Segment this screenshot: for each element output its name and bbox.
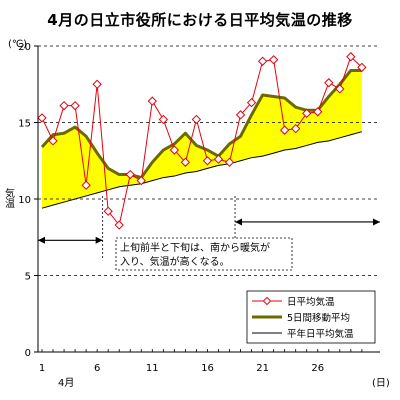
daily-marker-29 bbox=[346, 52, 356, 62]
daily-marker-4 bbox=[70, 101, 80, 111]
daily-marker-10 bbox=[136, 175, 146, 186]
x-tick-label-11: 11 bbox=[146, 363, 159, 374]
normal-line bbox=[41, 131, 363, 209]
daily-marker-9 bbox=[125, 169, 135, 180]
x-tick-label-6: 6 bbox=[94, 363, 100, 374]
legend: 日平均気温 5日間移動平均 平年日平均気温 bbox=[246, 290, 376, 344]
normal-temperature-line bbox=[41, 131, 363, 209]
daily-marker-14 bbox=[180, 157, 191, 167]
y-unit-label: (℃) bbox=[8, 39, 27, 50]
daily-marker-20 bbox=[246, 97, 257, 108]
y-tick-label-0: 0 bbox=[25, 348, 31, 359]
x-tick-label-1: 1 bbox=[39, 363, 45, 374]
early-period-arrow-head-right bbox=[95, 236, 103, 244]
daily-marker-28 bbox=[335, 84, 345, 94]
gridlines bbox=[38, 45, 380, 276]
daily-marker-2 bbox=[48, 136, 58, 146]
daily-marker-25 bbox=[302, 108, 312, 118]
daily-marker-19 bbox=[235, 110, 246, 120]
daily-marker-6 bbox=[92, 79, 102, 89]
late-period-arrow-head-left bbox=[235, 218, 243, 226]
moving-average-line bbox=[40, 68, 362, 180]
daily-marker-5 bbox=[81, 180, 91, 190]
daily-marker-23 bbox=[279, 125, 290, 135]
daily-marker-7 bbox=[103, 206, 113, 216]
daily-marker-17 bbox=[213, 154, 224, 164]
x-tick-label-16: 16 bbox=[201, 363, 214, 374]
above-normal-fill bbox=[42, 70, 362, 209]
x-month-label: 4月 bbox=[58, 377, 74, 389]
daily-marker-13 bbox=[169, 145, 180, 155]
early-period-arrow-head-left bbox=[38, 236, 45, 244]
x-tick-label-26: 26 bbox=[311, 363, 324, 374]
x-tick-label-21: 21 bbox=[256, 363, 269, 374]
y-tick-label-10: 10 bbox=[18, 195, 31, 206]
y-tick-label-20: 20 bbox=[18, 42, 31, 53]
daily-marker-15 bbox=[191, 114, 202, 125]
daily-temperature-series bbox=[37, 52, 367, 230]
legend-daily-marker bbox=[262, 296, 272, 306]
late-period-arrow-head-right bbox=[373, 218, 380, 226]
annotation-box bbox=[115, 237, 293, 271]
daily-marker-3 bbox=[59, 101, 69, 111]
daily-marker-16 bbox=[202, 156, 213, 166]
y-axis-label: 気温 bbox=[3, 187, 15, 208]
daily-marker-8 bbox=[114, 220, 124, 230]
daily-marker-18 bbox=[224, 157, 235, 167]
y-tick-label-15: 15 bbox=[18, 119, 31, 130]
annotation-line-2: 入り、気温が高くなる。 bbox=[120, 255, 230, 268]
daily-marker-1 bbox=[37, 113, 47, 123]
moving-average-polyline bbox=[40, 68, 362, 180]
daily-marker-30 bbox=[357, 62, 367, 73]
legend-normal-label: 平年日平均気温 bbox=[287, 328, 354, 340]
x-unit-label: (日) bbox=[372, 378, 390, 389]
legend-ma-label: 5日間移動平均 bbox=[287, 312, 350, 324]
legend-daily-label: 日平均気温 bbox=[287, 296, 335, 308]
daily-marker-27 bbox=[324, 78, 334, 88]
chart-title: 4月の日立市役所における日平均気温の推移 bbox=[47, 11, 353, 29]
y-tick-label-5: 5 bbox=[25, 272, 31, 283]
daily-marker-21 bbox=[257, 56, 268, 66]
annotation-line-1: 上旬前半と下旬は、南から暖気が bbox=[120, 241, 270, 254]
daily-marker-26 bbox=[313, 107, 323, 117]
daily-marker-11 bbox=[147, 96, 157, 106]
daily-marker-24 bbox=[291, 123, 301, 134]
fill-area bbox=[42, 70, 362, 209]
daily-marker-12 bbox=[158, 114, 168, 125]
daily-marker-22 bbox=[268, 55, 279, 65]
